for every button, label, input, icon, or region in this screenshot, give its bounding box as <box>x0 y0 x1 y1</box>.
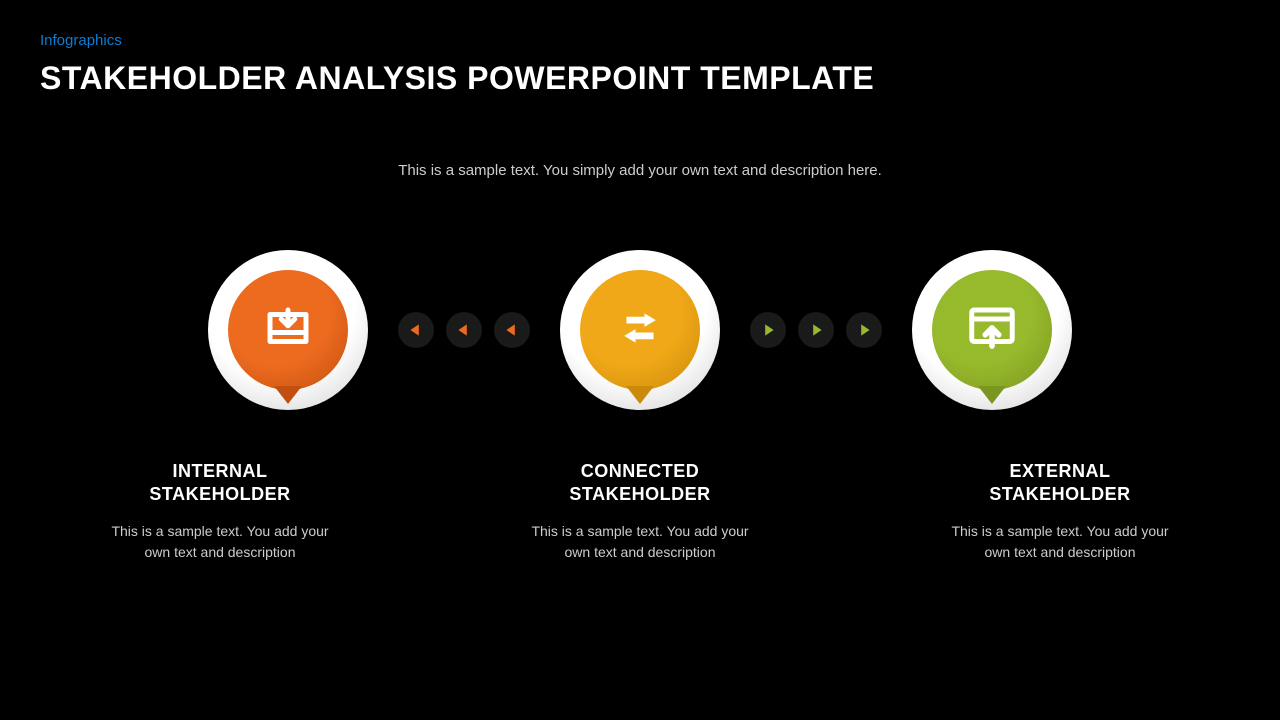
diagram-row <box>0 250 1280 410</box>
node-connected <box>560 250 720 410</box>
page-subtitle: This is a sample text. You simply add yo… <box>0 160 1280 183</box>
category-label: Infographics <box>40 32 122 49</box>
upload-window-icon <box>965 301 1019 360</box>
connector-right <box>750 312 882 348</box>
arrow-left-icon <box>446 312 482 348</box>
download-tray-icon <box>261 301 315 360</box>
arrow-right-icon <box>798 312 834 348</box>
label-connected: CONNECTED STAKEHOLDER This is a sample t… <box>520 460 760 563</box>
node-external <box>912 250 1072 410</box>
bubble-external <box>932 270 1052 390</box>
arrow-right-icon <box>750 312 786 348</box>
arrow-left-icon <box>494 312 530 348</box>
bubble-connected <box>580 270 700 390</box>
bidirectional-arrows-icon <box>613 301 667 360</box>
label-desc: This is a sample text. You add your own … <box>100 521 340 563</box>
connector-left <box>398 312 530 348</box>
page-title: STAKEHOLDER ANALYSIS POWERPOINT TEMPLATE <box>40 60 874 97</box>
label-external: EXTERNAL STAKEHOLDER This is a sample te… <box>940 460 1180 563</box>
label-desc: This is a sample text. You add your own … <box>940 521 1180 563</box>
label-internal: INTERNAL STAKEHOLDER This is a sample te… <box>100 460 340 563</box>
label-title: INTERNAL STAKEHOLDER <box>100 460 340 507</box>
labels-row: INTERNAL STAKEHOLDER This is a sample te… <box>0 460 1280 563</box>
label-title: EXTERNAL STAKEHOLDER <box>940 460 1180 507</box>
arrow-left-icon <box>398 312 434 348</box>
label-title: CONNECTED STAKEHOLDER <box>520 460 760 507</box>
arrow-right-icon <box>846 312 882 348</box>
label-desc: This is a sample text. You add your own … <box>520 521 760 563</box>
bubble-internal <box>228 270 348 390</box>
node-internal <box>208 250 368 410</box>
